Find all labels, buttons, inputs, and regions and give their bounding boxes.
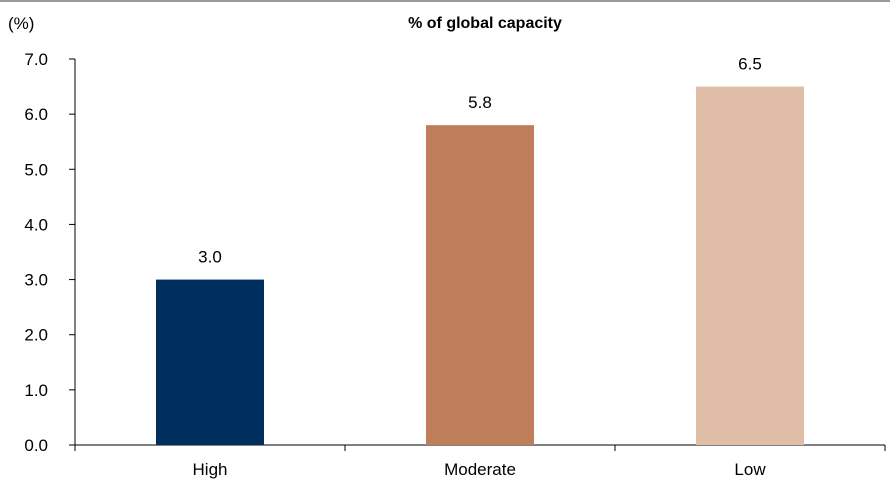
y-tick-label: 3.0 xyxy=(24,271,48,290)
x-tick-label: High xyxy=(193,460,228,479)
bar-moderate xyxy=(426,125,534,445)
y-tick-label: 1.0 xyxy=(24,381,48,400)
bar-high xyxy=(156,280,264,445)
y-tick-label: 0.0 xyxy=(24,436,48,455)
x-tick-label: Low xyxy=(734,460,766,479)
y-tick-label: 6.0 xyxy=(24,105,48,124)
x-tick-label: Moderate xyxy=(444,460,516,479)
data-label: 5.8 xyxy=(468,93,492,112)
y-tick-label: 7.0 xyxy=(24,50,48,69)
data-label: 3.0 xyxy=(198,248,222,267)
y-tick-label: 2.0 xyxy=(24,326,48,345)
bar-low xyxy=(696,87,804,445)
y-tick-label: 5.0 xyxy=(24,160,48,179)
y-tick-label: 4.0 xyxy=(24,215,48,234)
data-label: 6.5 xyxy=(738,55,762,74)
